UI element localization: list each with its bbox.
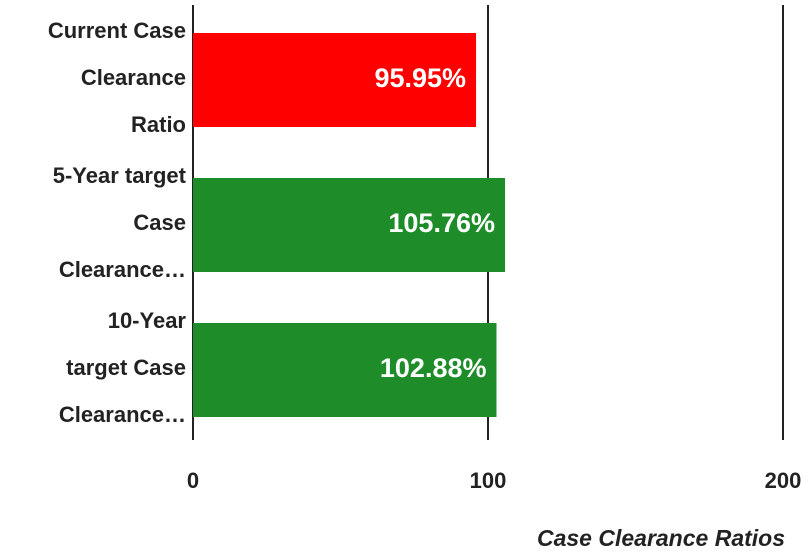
bar	[193, 323, 497, 417]
bar	[193, 33, 477, 127]
y-tick-label: Ratio	[131, 112, 186, 137]
y-tick-label: Clearance…	[59, 257, 186, 282]
y-tick-label: Case	[133, 210, 186, 235]
x-tick-label: 200	[765, 468, 802, 493]
y-tick-label: 10-Year	[108, 308, 187, 333]
y-tick-label: 5-Year target	[53, 163, 187, 188]
y-tick-label: target Case	[66, 355, 186, 380]
value-label: 105.76%	[388, 208, 495, 238]
x-axis-title: Case Clearance Ratios	[537, 525, 785, 551]
value-label: 102.88%	[380, 353, 487, 383]
y-tick-label: Current Case	[48, 18, 186, 43]
y-tick-label: Clearance…	[59, 402, 186, 427]
x-tick-label: 100	[470, 468, 507, 493]
bar	[193, 178, 505, 272]
x-tick-label: 0	[187, 468, 199, 493]
y-tick-label: Clearance	[81, 65, 186, 90]
value-label: 95.95%	[374, 63, 466, 93]
